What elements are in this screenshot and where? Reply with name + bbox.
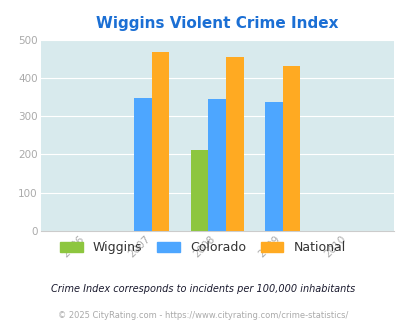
Text: Crime Index corresponds to incidents per 100,000 inhabitants: Crime Index corresponds to incidents per… [51, 284, 354, 294]
Bar [264, 102, 282, 231]
Bar [282, 66, 300, 231]
Title: Wiggins Violent Crime Index: Wiggins Violent Crime Index [96, 16, 338, 31]
Legend: Wiggins, Colorado, National: Wiggins, Colorado, National [55, 236, 350, 259]
Bar [134, 98, 151, 231]
Bar [151, 52, 169, 231]
Text: © 2025 CityRating.com - https://www.cityrating.com/crime-statistics/: © 2025 CityRating.com - https://www.city… [58, 312, 347, 320]
Bar [226, 57, 243, 231]
Bar [208, 99, 226, 231]
Bar [190, 150, 208, 231]
